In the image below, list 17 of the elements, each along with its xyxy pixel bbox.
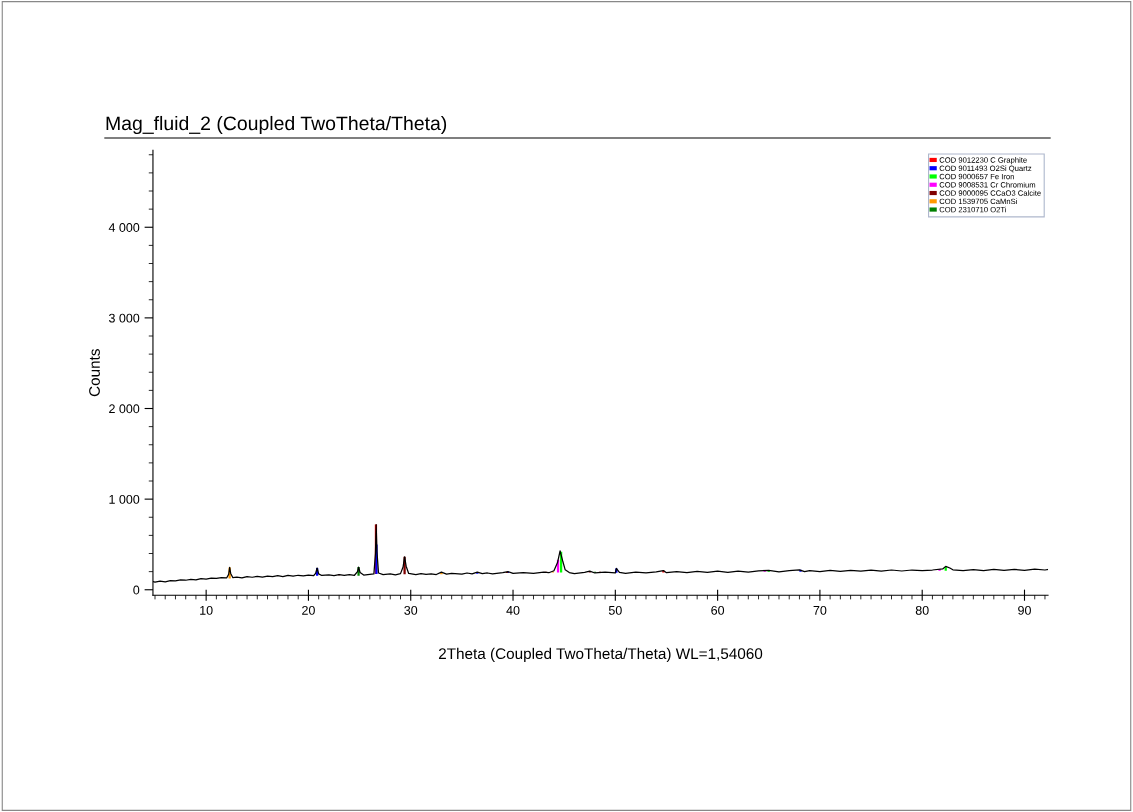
x-tick-label: 70 <box>813 605 827 615</box>
chart-title: Mag_fluid_2 (Coupled TwoTheta/Theta) <box>106 115 447 135</box>
y-tick-label: 0 <box>133 585 140 595</box>
x-tick-label: 10 <box>200 605 213 615</box>
x-axis-title: 2Theta (Coupled TwoTheta/Theta) WL=1,54060 <box>438 647 763 663</box>
y-axis-title: Counts <box>89 349 100 397</box>
y-tick-label: 2 000 <box>109 404 140 414</box>
y-tick-label: 3 000 <box>108 313 140 323</box>
x-tick-label: 90 <box>1018 605 1031 615</box>
x-tick-label: 50 <box>608 605 622 615</box>
x-tick-label: 40 <box>506 605 520 615</box>
x-tick-label: 20 <box>302 605 315 615</box>
x-tick-label: 80 <box>915 605 929 615</box>
x-tick-label: 30 <box>404 605 418 615</box>
x-tick-label: 60 <box>711 605 725 615</box>
y-tick-label: 4 000 <box>108 223 140 232</box>
y-tick-label: 1 000 <box>109 494 140 504</box>
